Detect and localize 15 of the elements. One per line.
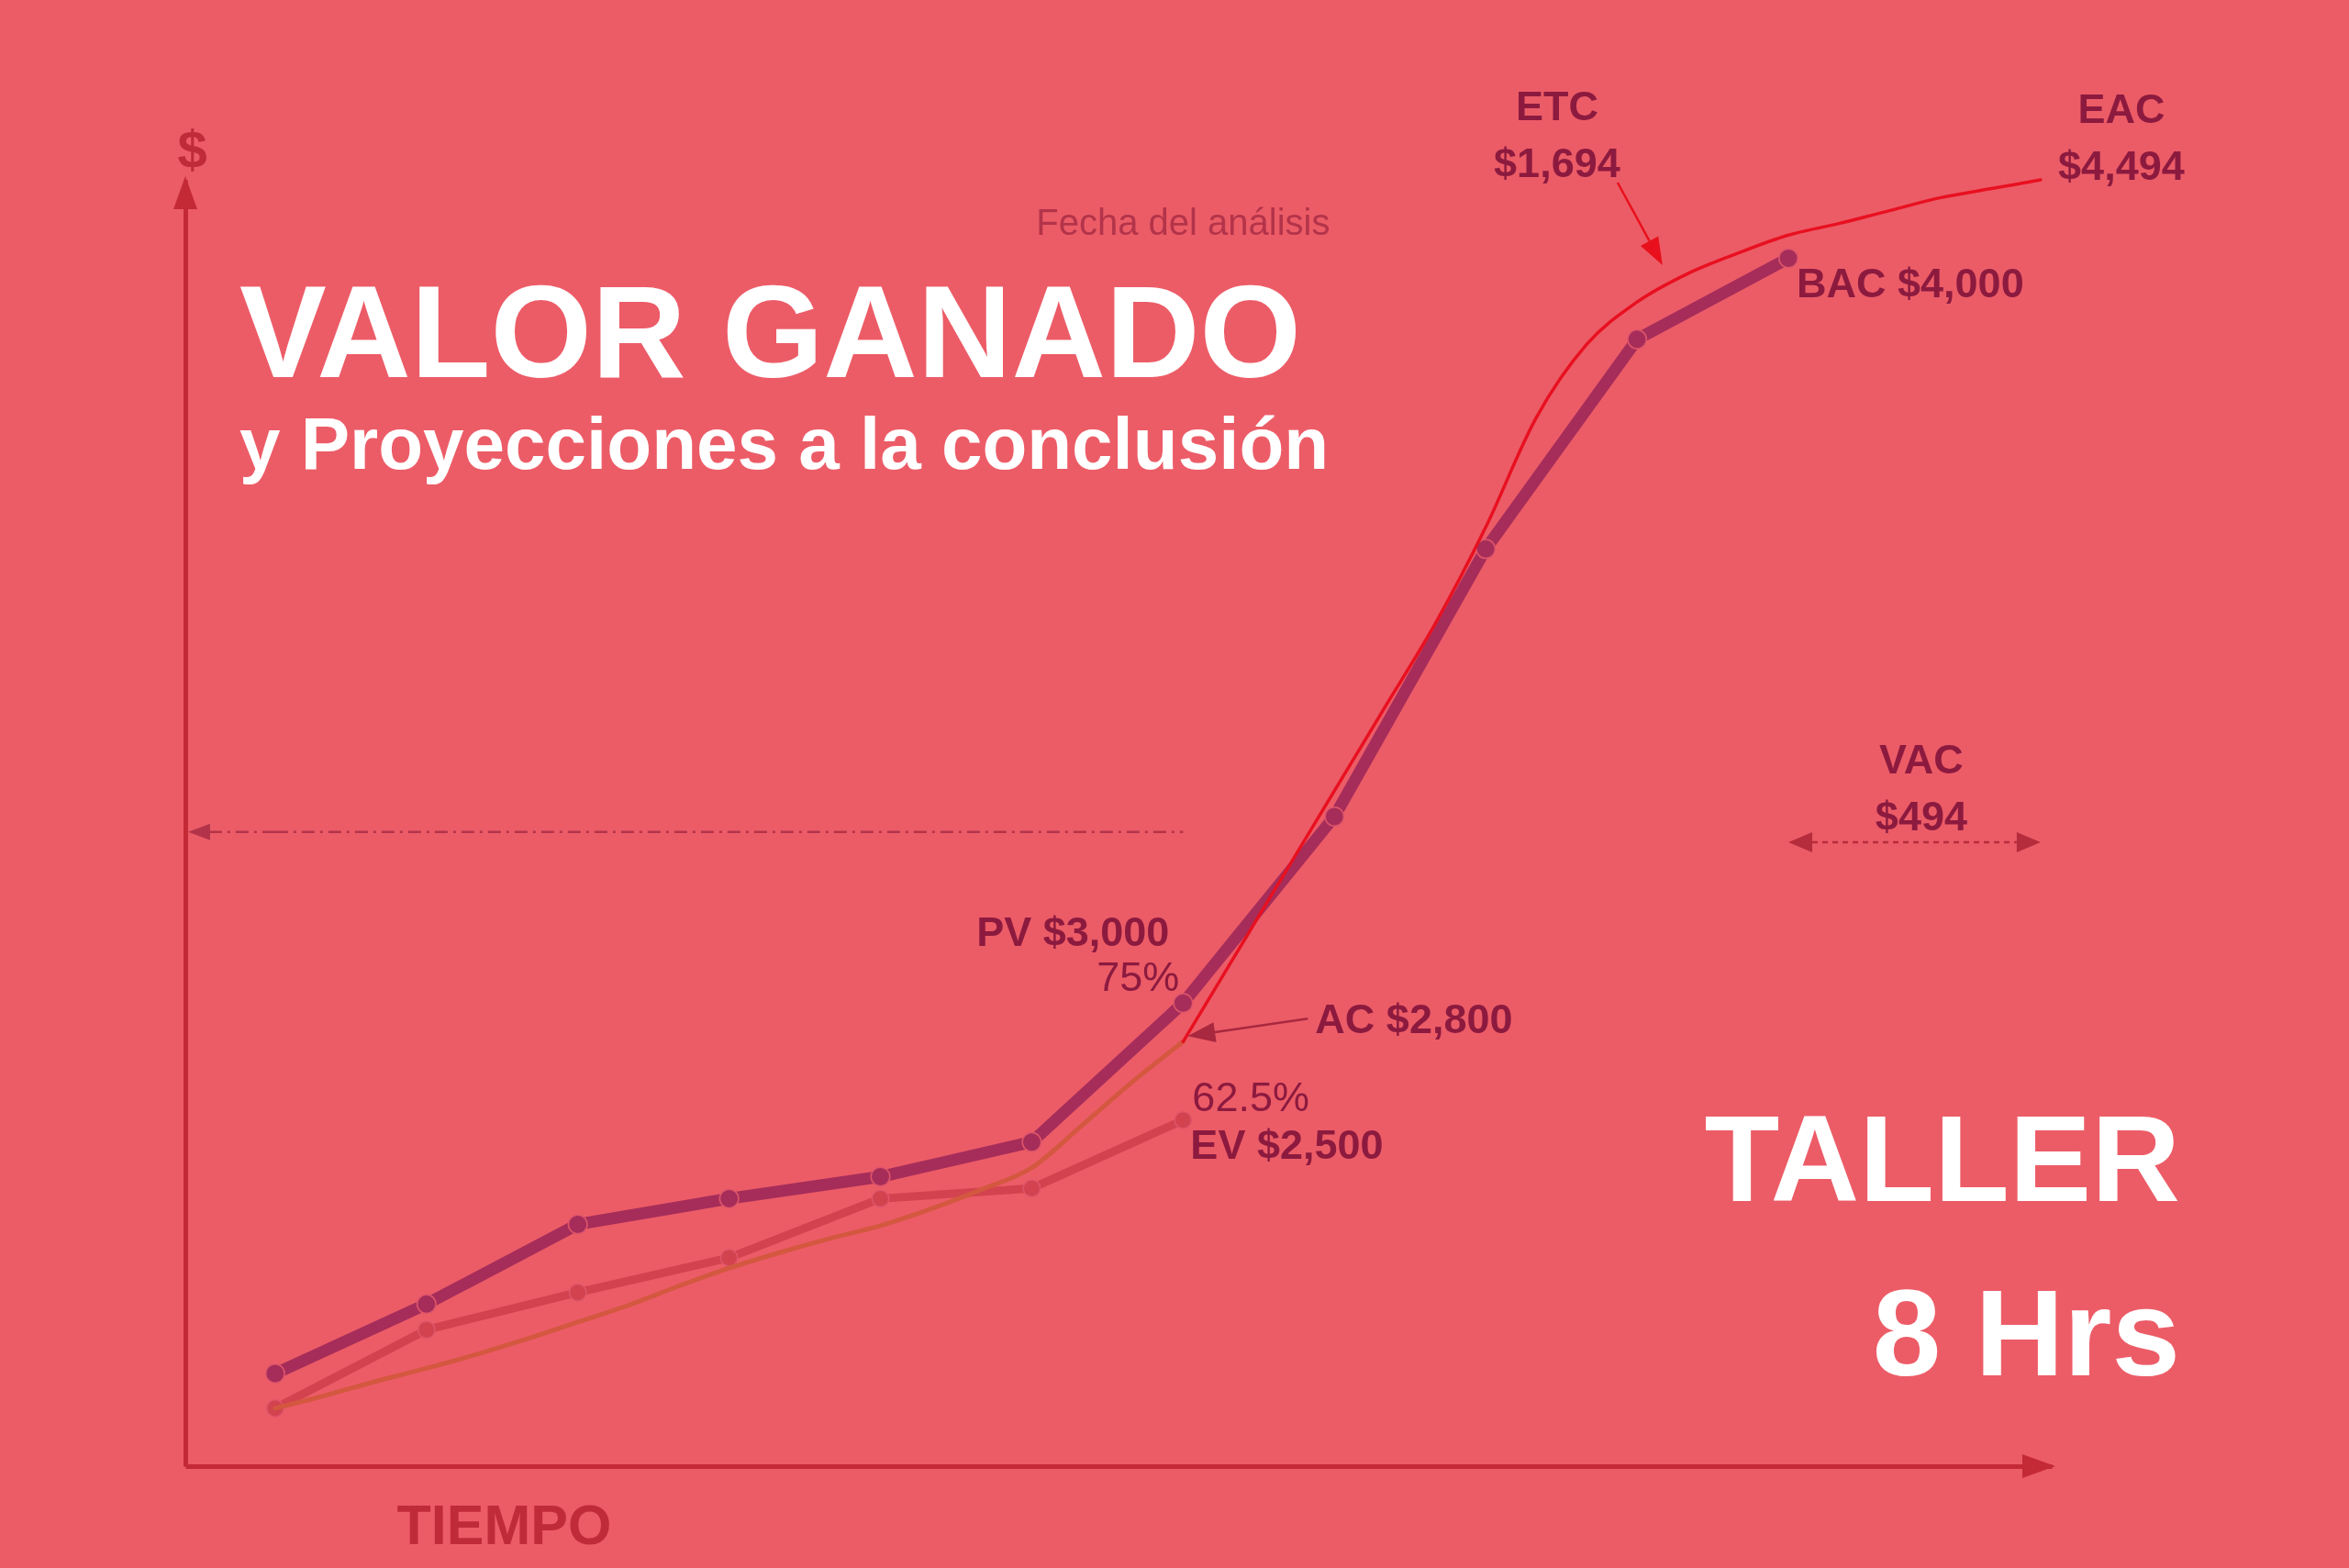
- annotation: Fecha del análisis: [1036, 202, 1330, 242]
- annotation: PV $3,000: [976, 908, 1170, 956]
- annotation: VAC $494: [1875, 736, 1967, 840]
- annotation: 75%: [1097, 953, 1180, 1001]
- y-axis-title: $: [177, 118, 207, 179]
- annotation: BAC $4,000: [1797, 259, 2024, 306]
- text: y Proyecciones a la conclusión: [239, 403, 1330, 484]
- annotation: EAC $4,494: [2058, 85, 2185, 189]
- annotation: 8 Hrs: [1872, 1264, 2180, 1401]
- annotation: EV $2,500: [1190, 1120, 1384, 1168]
- annotation: 62.5%: [1192, 1073, 1309, 1120]
- annotation: AC $2,800: [1315, 995, 1513, 1043]
- annotation: ETC $1,694: [1494, 83, 1620, 186]
- text: VALOR GANADO: [239, 259, 1302, 405]
- annotation: TALLER: [1704, 1090, 2180, 1227]
